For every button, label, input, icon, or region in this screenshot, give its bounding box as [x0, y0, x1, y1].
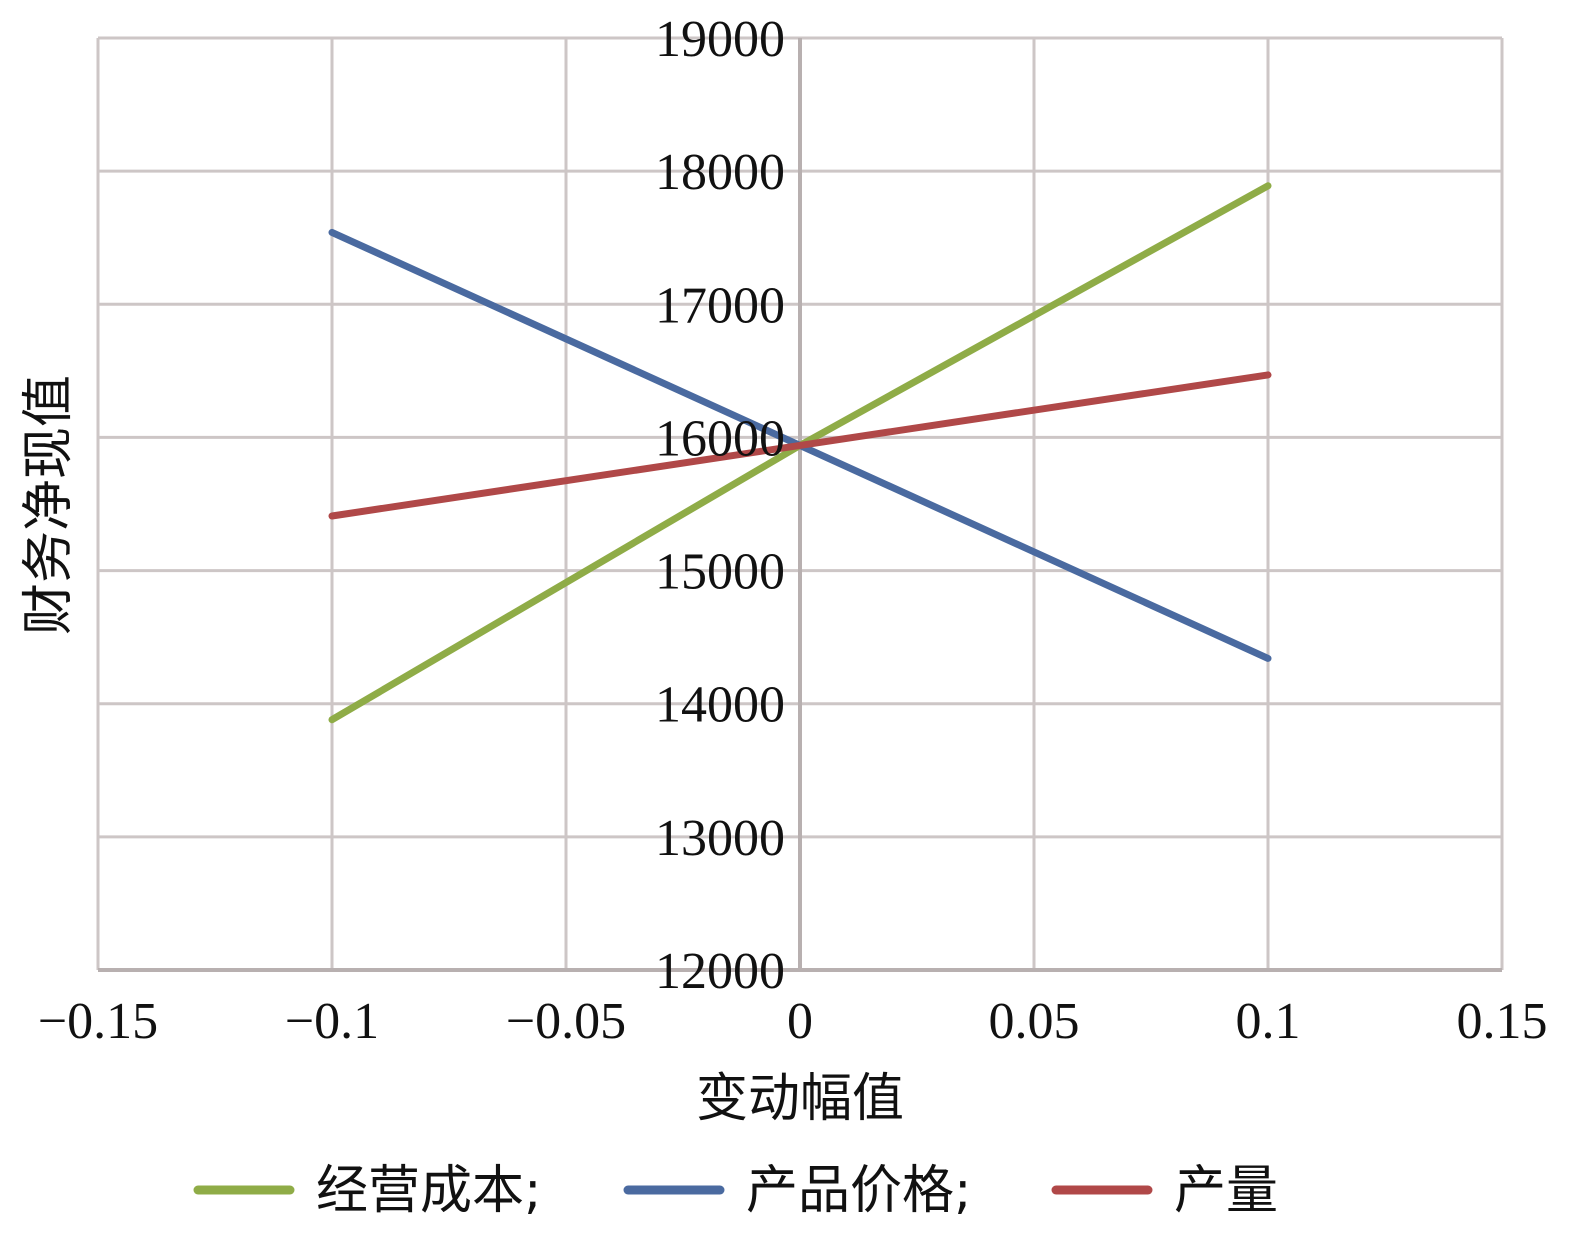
y-tick-label-3: 15000: [655, 544, 785, 601]
x-tick-label-3: 0: [787, 993, 813, 1050]
x-tick-label-1: −0.1: [285, 993, 379, 1050]
y-tick-label-2: 14000: [655, 677, 785, 734]
x-tick-label-2: −0.05: [506, 993, 626, 1050]
x-tick-label-5: 0.1: [1236, 993, 1301, 1050]
legend-label-1: 产品价格;: [746, 1161, 972, 1221]
y-tick-label-0: 12000: [655, 943, 785, 1000]
x-tick-label-6: 0.15: [1457, 993, 1548, 1050]
y-tick-labels: 12000 13000 14000 15000 16000 17000 18000 19000: [655, 11, 785, 1000]
y-tick-label-7: 19000: [655, 11, 785, 68]
legend-label-2: 产量: [1174, 1161, 1278, 1221]
x-tick-labels: −0.15 −0.1 −0.05 0 0.05 0.1 0.15: [38, 993, 1548, 1050]
x-tick-label-4: 0.05: [989, 993, 1080, 1050]
y-tick-label-6: 18000: [655, 144, 785, 201]
legend-label-0: 经营成本;: [316, 1161, 542, 1221]
y-tick-label-4: 16000: [655, 410, 785, 467]
legend: 经营成本; 产品价格; 产量: [193, 1161, 1278, 1221]
y-tick-label-1: 13000: [655, 810, 785, 867]
y-tick-label-5: 17000: [655, 277, 785, 334]
x-tick-label-0: −0.15: [38, 993, 158, 1050]
y-axis-title: 财务净现值: [19, 375, 79, 635]
x-axis-title: 变动幅值: [696, 1069, 904, 1129]
series-lines: [328, 182, 1272, 724]
grid: [96, 36, 1504, 972]
series-line-2: [328, 371, 1272, 520]
